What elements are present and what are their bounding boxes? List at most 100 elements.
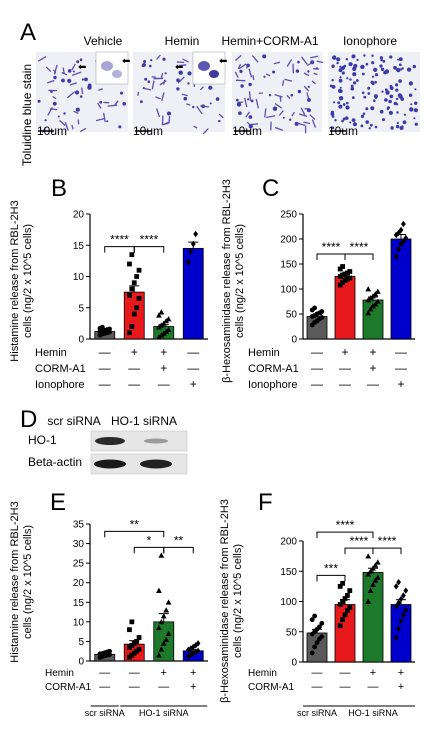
treatment-label: Hemin <box>248 668 277 679</box>
significance-bracket <box>316 253 346 260</box>
data-point <box>365 553 372 559</box>
scale-label-3: 10um <box>232 124 262 138</box>
panel-letter: F <box>258 489 273 516</box>
inset-cell <box>101 61 113 71</box>
cell <box>95 117 106 122</box>
cell <box>279 95 282 102</box>
significance-bracket <box>133 546 165 554</box>
cell <box>234 54 242 61</box>
micrograph-label-hemin-corm: Hemin+CORM-A1 <box>221 34 318 48</box>
significance-label: ** <box>174 533 184 547</box>
cell <box>218 113 224 119</box>
cell <box>351 118 356 122</box>
significance-label: ** <box>130 517 140 531</box>
cell <box>401 67 404 70</box>
cell <box>379 64 383 68</box>
cell <box>272 106 278 111</box>
cell <box>67 69 72 73</box>
arrow-icon: ⬅ <box>219 56 227 67</box>
cell <box>331 64 335 68</box>
cell <box>67 78 72 83</box>
y-tick-label: 150 <box>280 567 297 578</box>
significance-label: **** <box>336 518 355 532</box>
data-point <box>193 648 199 656</box>
treatment-mark: — <box>99 681 110 693</box>
data-point <box>370 581 376 587</box>
cell <box>72 70 75 73</box>
cell <box>97 102 102 109</box>
cell <box>155 108 161 118</box>
blot-band-ho1-scr <box>95 437 125 445</box>
treatment-mark: — <box>128 361 140 375</box>
y-tick-label: 0 <box>78 657 84 668</box>
significance-label: * <box>147 533 152 547</box>
group-label: scr siRNA <box>85 708 125 718</box>
cell <box>278 110 284 116</box>
cell <box>57 115 60 118</box>
cell <box>272 70 276 74</box>
panel-d-letter: D <box>20 406 37 433</box>
cell <box>306 108 311 113</box>
treatment-label: Hemin <box>35 347 67 359</box>
cell <box>186 103 191 106</box>
data-point <box>134 639 140 644</box>
cell <box>250 99 254 103</box>
cell <box>81 78 84 81</box>
cell <box>361 91 365 95</box>
cell <box>143 60 147 63</box>
y-tick-label: 250 <box>280 210 297 221</box>
data-point <box>156 652 162 658</box>
cell <box>380 67 385 72</box>
cell <box>80 87 84 95</box>
cell <box>144 77 148 81</box>
cell <box>360 114 365 118</box>
cell <box>316 60 324 64</box>
data-point <box>190 240 196 248</box>
blot-col-scr: scr siRNA <box>47 414 100 428</box>
data-point <box>127 261 132 267</box>
cell <box>87 85 92 90</box>
cell <box>339 86 342 89</box>
micrograph-label-ionophore: Ionophore <box>343 34 397 48</box>
significance-label: **** <box>322 240 341 254</box>
treatment-mark: — <box>367 377 379 391</box>
cell <box>337 101 341 105</box>
cell <box>290 93 294 97</box>
data-point <box>160 613 167 619</box>
cell <box>238 63 247 70</box>
data-point <box>340 264 345 269</box>
treatment-mark: — <box>128 377 140 391</box>
data-point <box>367 587 374 594</box>
cell <box>331 85 336 89</box>
data-point <box>127 330 132 336</box>
treatment-mark: + <box>190 681 196 693</box>
cell <box>311 119 317 128</box>
cell <box>234 71 239 78</box>
cell <box>409 107 414 112</box>
cell <box>164 72 167 75</box>
data-point <box>347 605 353 610</box>
data-point <box>342 612 348 618</box>
micrograph-row: ⬅ ⬅ ⬅ ⬅ <box>36 51 420 135</box>
cell <box>403 113 406 116</box>
cell <box>309 114 316 120</box>
cell <box>281 80 285 86</box>
cell <box>367 92 371 95</box>
cell <box>255 98 260 109</box>
cell <box>137 91 140 96</box>
data-point <box>340 580 345 586</box>
y-tick-label: 0 <box>291 658 297 669</box>
cell <box>390 126 394 130</box>
cell <box>44 119 47 122</box>
treatment-mark: — <box>99 345 111 359</box>
y-tick-label: 25 <box>73 559 85 570</box>
blot-band-actin-kd <box>140 459 172 469</box>
inset-cell <box>209 70 219 78</box>
cell <box>349 78 352 81</box>
cell <box>399 126 404 130</box>
data-point <box>365 598 372 604</box>
data-point <box>193 230 199 238</box>
significance-label: **** <box>350 534 369 548</box>
cell <box>144 87 152 91</box>
data-point <box>134 305 140 311</box>
